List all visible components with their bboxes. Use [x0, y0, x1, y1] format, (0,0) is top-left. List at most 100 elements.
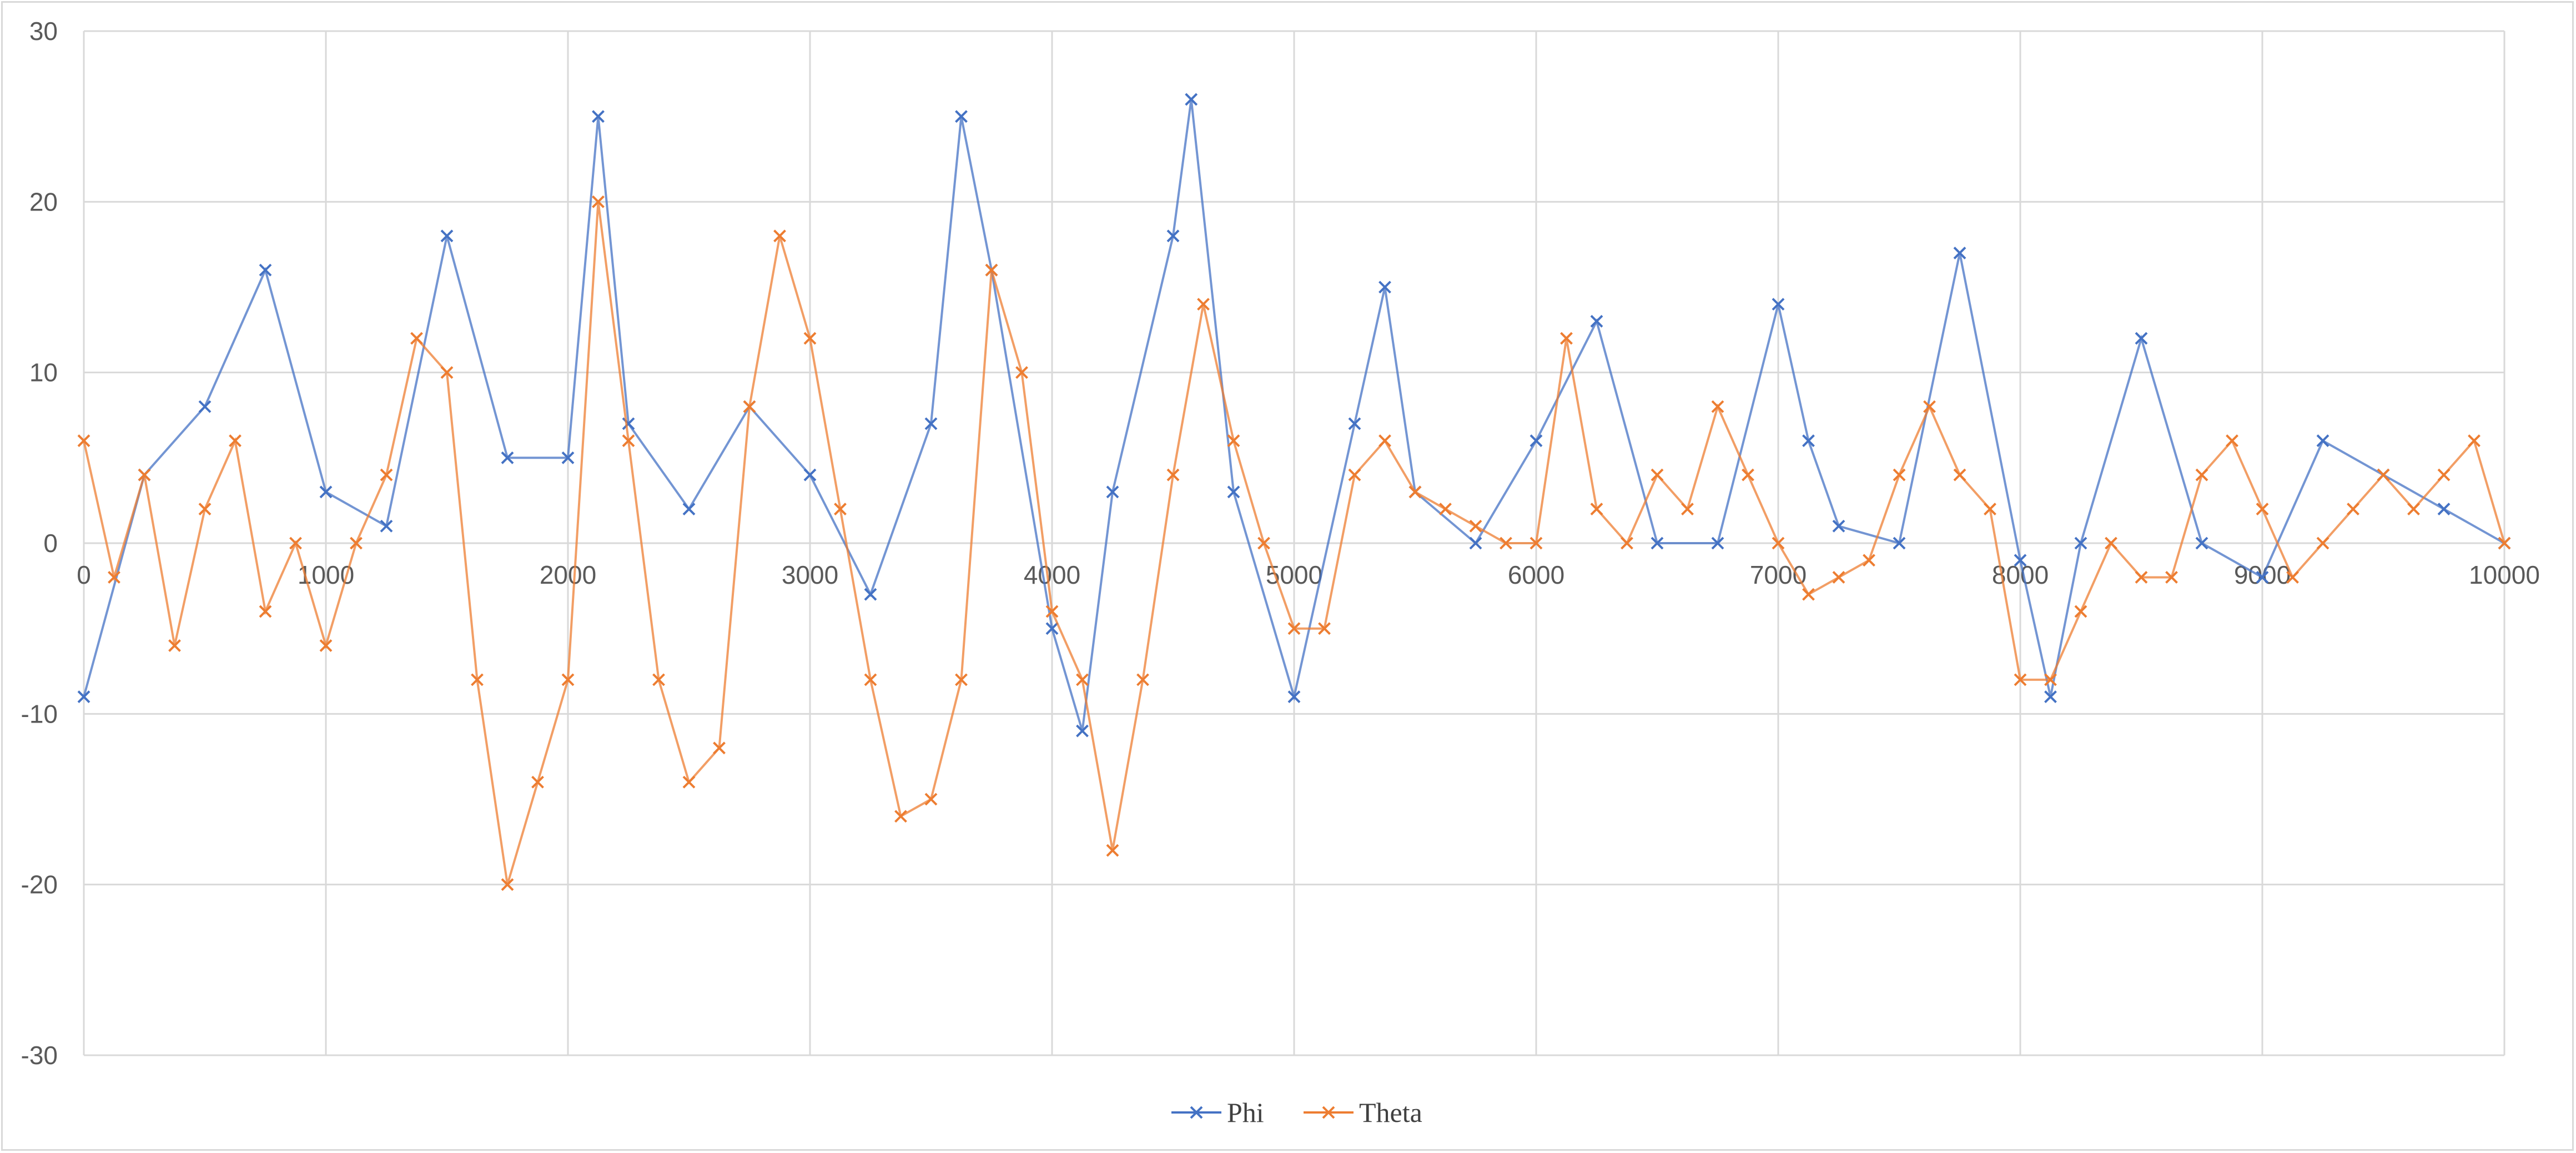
data-point-theta [1469, 519, 1482, 533]
legend: Phi Theta [1171, 1097, 1422, 1128]
data-point-theta [229, 434, 242, 448]
data-point-phi [924, 417, 938, 430]
series-theta [77, 195, 2511, 891]
data-point-theta [592, 195, 605, 208]
data-point-phi [1076, 724, 1089, 738]
data-point-theta [1560, 332, 1573, 345]
legend-item-theta: Theta [1304, 1097, 1422, 1128]
data-point-phi [77, 690, 90, 704]
y-tick-label: 20 [29, 187, 58, 216]
data-point-phi [2074, 537, 2087, 550]
data-point-theta [2377, 468, 2390, 482]
data-point-theta [2226, 434, 2238, 448]
data-point-theta [1651, 468, 1664, 482]
data-point-theta [2165, 571, 2178, 584]
data-point-theta [1772, 537, 1785, 550]
data-point-theta [1106, 844, 1119, 857]
data-point-theta [2105, 537, 2117, 550]
data-point-theta [1439, 503, 1452, 515]
data-point-phi [2316, 434, 2330, 448]
data-point-theta [1500, 537, 1512, 550]
data-point-theta [1378, 434, 1391, 448]
legend-label: Theta [1359, 1097, 1422, 1128]
data-point-phi [1953, 247, 1966, 259]
data-point-theta [713, 741, 726, 755]
data-point-theta [410, 332, 423, 345]
data-point-theta [471, 673, 484, 686]
data-point-theta [1893, 468, 1906, 482]
data-point-phi [319, 485, 333, 499]
data-point-theta [1832, 571, 1845, 584]
data-point-theta [501, 878, 514, 891]
x-axis-tick-labels: 0 1000 2000 3000 4000 5000 6000 7000 8000 9000 100… [77, 560, 2540, 589]
data-point-theta [168, 639, 181, 652]
data-point-theta [682, 775, 696, 789]
data-point-phi [561, 451, 575, 464]
legend-marker [1190, 1106, 1203, 1119]
legend-label: Phi [1227, 1097, 1264, 1128]
data-point-theta [138, 468, 151, 482]
data-point-theta [743, 400, 756, 413]
data-point-phi [1802, 434, 1815, 448]
data-point-theta [834, 503, 847, 515]
data-point-phi [2135, 332, 2148, 345]
y-tick-label: 0 [43, 529, 58, 558]
data-point-theta [622, 434, 635, 448]
data-point-theta [380, 468, 393, 482]
data-point-theta [1197, 298, 1210, 311]
data-point-phi [682, 503, 696, 515]
y-tick-label: -20 [21, 870, 58, 899]
data-point-theta [1136, 673, 1149, 686]
data-point-phi [1772, 298, 1785, 311]
data-point-theta [2135, 571, 2148, 584]
data-point-theta [773, 229, 786, 243]
data-point-theta [2286, 571, 2299, 584]
data-point-theta [1863, 554, 1875, 567]
data-point-theta [2468, 434, 2481, 448]
data-point-phi [380, 519, 393, 533]
data-point-phi [955, 110, 968, 123]
x-tick-label: 6000 [1508, 560, 1564, 589]
data-point-phi [864, 588, 877, 601]
data-point-phi [1651, 537, 1664, 550]
data-point-theta [1530, 537, 1543, 550]
series-group [77, 93, 2511, 891]
data-point-phi [1348, 417, 1361, 430]
data-point-theta [1045, 605, 1059, 618]
gridlines [83, 30, 2505, 1056]
data-point-theta [1953, 468, 1966, 482]
data-point-phi [259, 263, 272, 277]
data-point-theta [1287, 622, 1301, 635]
data-point-theta [1318, 622, 1331, 635]
data-point-phi [198, 400, 212, 413]
data-point-theta [1681, 503, 1694, 515]
y-tick-label: -10 [21, 699, 58, 728]
legend-marker [1322, 1106, 1335, 1119]
data-point-phi [1185, 93, 1198, 106]
y-axis-tick-labels: 30 20 10 0 -10 -20 -30 [21, 17, 58, 1070]
data-point-theta [2256, 503, 2269, 515]
data-point-theta [1742, 468, 1754, 482]
data-point-theta [289, 537, 302, 550]
data-point-theta [2074, 605, 2087, 618]
data-point-theta [2437, 468, 2451, 482]
x-tick-label: 10000 [2469, 560, 2540, 589]
data-point-theta [1621, 537, 1633, 550]
data-point-theta [1166, 468, 1180, 482]
data-point-theta [531, 775, 544, 789]
data-point-theta [1257, 537, 1270, 550]
data-point-theta [1227, 434, 1240, 448]
data-point-theta [924, 793, 938, 806]
data-point-phi [1227, 485, 1240, 499]
data-point-theta [1590, 503, 1603, 515]
y-tick-label: -30 [21, 1041, 58, 1070]
data-point-theta [561, 673, 575, 686]
data-point-phi [1469, 537, 1482, 550]
data-point-theta [2347, 503, 2359, 515]
data-point-phi [1106, 485, 1119, 499]
data-point-phi [440, 229, 454, 243]
data-point-theta [2195, 468, 2208, 482]
x-tick-label: 4000 [1024, 560, 1080, 589]
data-point-phi [1287, 690, 1301, 704]
data-point-theta [803, 332, 817, 345]
